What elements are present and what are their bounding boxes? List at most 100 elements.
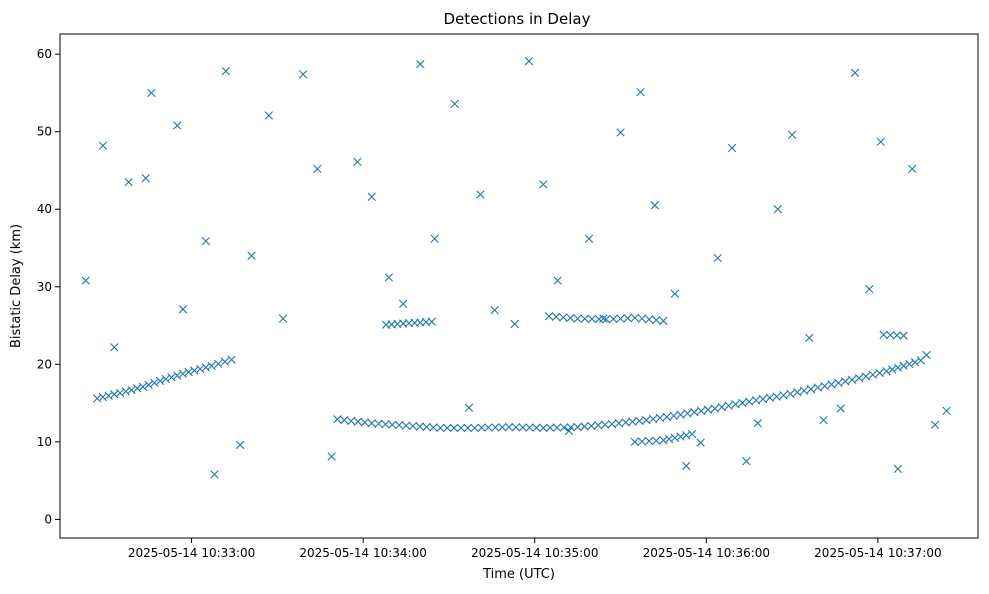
data-point	[687, 429, 697, 439]
data-point	[599, 314, 608, 323]
data-point	[621, 418, 630, 427]
data-point	[449, 423, 459, 433]
data-point-stroke	[327, 452, 336, 461]
data-point-stroke	[580, 422, 589, 431]
data-point-stroke	[607, 419, 617, 429]
data-point	[607, 419, 617, 429]
data-point-stroke	[779, 391, 788, 400]
data-point	[195, 364, 205, 374]
data-point	[532, 423, 541, 432]
data-point-stroke	[360, 418, 370, 427]
data-point-stroke	[813, 383, 823, 392]
data-point	[147, 88, 156, 98]
data-point	[121, 387, 130, 396]
data-point-stroke	[138, 382, 148, 391]
data-point-stroke	[687, 429, 697, 439]
data-point-stroke	[599, 314, 608, 323]
data-point	[637, 314, 647, 323]
data-point-stroke	[394, 420, 404, 430]
data-point	[637, 437, 647, 446]
data-point-stroke	[504, 422, 514, 432]
data-point	[879, 330, 888, 340]
data-point-stroke	[127, 385, 136, 395]
data-point-stroke	[805, 333, 814, 343]
data-point	[669, 411, 678, 420]
data-point-stroke	[544, 312, 554, 321]
data-point-stroke	[670, 289, 680, 298]
data-point	[144, 380, 153, 390]
data-point	[834, 378, 843, 388]
data-point	[551, 312, 561, 322]
data-point	[868, 370, 877, 379]
data-point-stroke	[682, 461, 691, 471]
data-point	[214, 359, 223, 368]
data-point-stroke	[220, 357, 230, 366]
data-point-stroke	[470, 423, 479, 433]
data-point-stroke	[635, 416, 644, 426]
data-point-stroke	[753, 419, 762, 428]
data-point	[450, 99, 459, 108]
data-point-stroke	[115, 388, 125, 398]
data-point-stroke	[602, 315, 611, 324]
data-point-stroke	[765, 393, 774, 402]
data-point-stroke	[642, 415, 651, 425]
data-point-stroke	[905, 359, 914, 369]
plot-area	[59, 33, 979, 539]
data-point-stroke	[450, 99, 459, 108]
data-point-stroke	[416, 60, 425, 69]
data-point-stroke	[384, 273, 394, 282]
data-point-stroke	[141, 174, 150, 183]
y-tick-label: 20	[37, 357, 52, 371]
data-point	[908, 164, 917, 174]
data-point	[758, 394, 768, 404]
data-point-stroke	[682, 431, 691, 440]
data-point	[616, 128, 625, 137]
data-point-stroke	[786, 389, 795, 398]
plot-frame	[59, 33, 979, 539]
data-point-stroke	[184, 367, 193, 377]
data-point-stroke	[463, 423, 472, 433]
data-point	[235, 440, 245, 450]
data-point	[676, 410, 685, 419]
data-point-stroke	[650, 201, 660, 210]
data-point	[753, 419, 762, 428]
data-point	[133, 384, 142, 393]
data-point	[227, 355, 236, 364]
data-point	[727, 143, 737, 153]
data-point-stroke	[652, 436, 661, 445]
data-point-stroke	[367, 192, 376, 202]
data-point-stroke	[436, 423, 445, 433]
data-point-stroke	[724, 401, 733, 410]
data-point-stroke	[847, 375, 857, 385]
y-tick-label: 30	[37, 280, 52, 294]
data-point-stroke	[210, 470, 219, 479]
data-point-stroke	[464, 403, 474, 412]
data-point	[539, 423, 548, 433]
data-point	[820, 381, 829, 391]
data-point-stroke	[539, 423, 548, 433]
data-point-stroke	[497, 423, 507, 432]
data-point-stroke	[398, 319, 408, 328]
data-point-stroke	[313, 164, 322, 174]
data-point	[765, 393, 774, 402]
data-point	[623, 313, 632, 323]
data-point-stroke	[652, 315, 661, 325]
data-point	[644, 315, 654, 324]
y-tick-label: 10	[37, 435, 52, 449]
data-point-stroke	[875, 368, 884, 378]
data-point-stroke	[662, 412, 672, 422]
data-point-stroke	[659, 316, 668, 326]
data-point	[670, 289, 680, 298]
data-point-stroke	[644, 436, 654, 446]
data-point-stroke	[518, 423, 527, 432]
y-tick-label: 60	[37, 47, 52, 61]
data-point	[635, 416, 644, 426]
data-point	[552, 423, 562, 432]
data-point-stroke	[430, 234, 439, 243]
data-point	[367, 419, 376, 428]
data-point	[710, 404, 720, 413]
data-point	[221, 67, 231, 76]
data-point-stroke	[551, 312, 561, 322]
data-point	[875, 368, 884, 378]
x-tick-label: 2025-05-14 10:34:00	[299, 546, 426, 560]
